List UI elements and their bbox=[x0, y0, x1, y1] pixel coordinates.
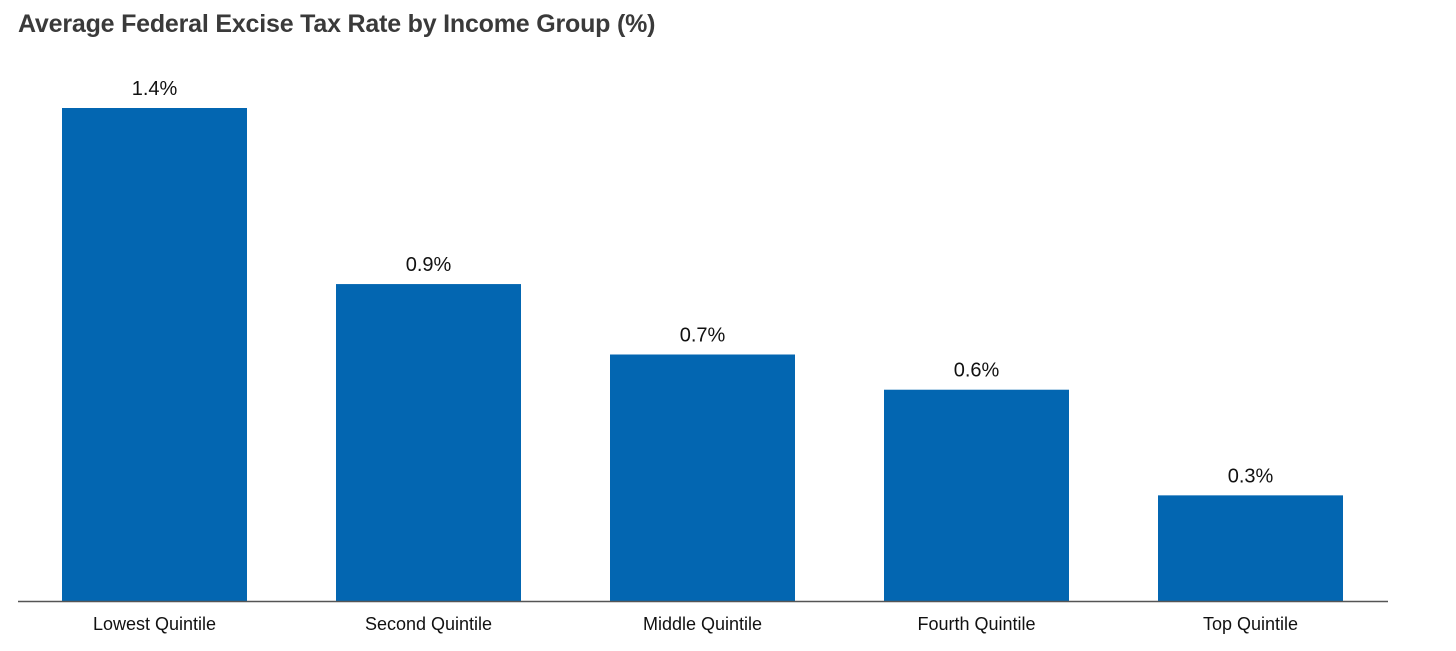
bar-4 bbox=[884, 389, 1069, 601]
x-tick-label-3: Middle Quintile bbox=[643, 614, 762, 634]
bar-1 bbox=[62, 108, 247, 601]
bars-group bbox=[62, 108, 1343, 601]
data-label-1: 1.4% bbox=[132, 78, 178, 100]
data-labels-group: 1.4% 0.9% 0.7% 0.6% 0.3% bbox=[132, 78, 1274, 487]
data-label-4: 0.6% bbox=[954, 360, 1000, 382]
data-label-5: 0.3% bbox=[1228, 465, 1274, 487]
bar-5 bbox=[1158, 495, 1343, 601]
bar-2 bbox=[336, 284, 521, 601]
x-tick-label-5: Top Quintile bbox=[1203, 614, 1298, 634]
bar-3 bbox=[610, 354, 795, 601]
x-tick-labels-group: Lowest Quintile Second Quintile Middle Qui… bbox=[93, 614, 1298, 634]
x-tick-label-4: Fourth Quintile bbox=[917, 614, 1035, 634]
x-tick-label-2: Second Quintile bbox=[365, 614, 492, 634]
data-label-2: 0.9% bbox=[406, 254, 452, 276]
x-tick-label-1: Lowest Quintile bbox=[93, 614, 216, 634]
data-label-3: 0.7% bbox=[680, 325, 726, 347]
chart-title: Average Federal Excise Tax Rate by Incom… bbox=[18, 10, 656, 38]
